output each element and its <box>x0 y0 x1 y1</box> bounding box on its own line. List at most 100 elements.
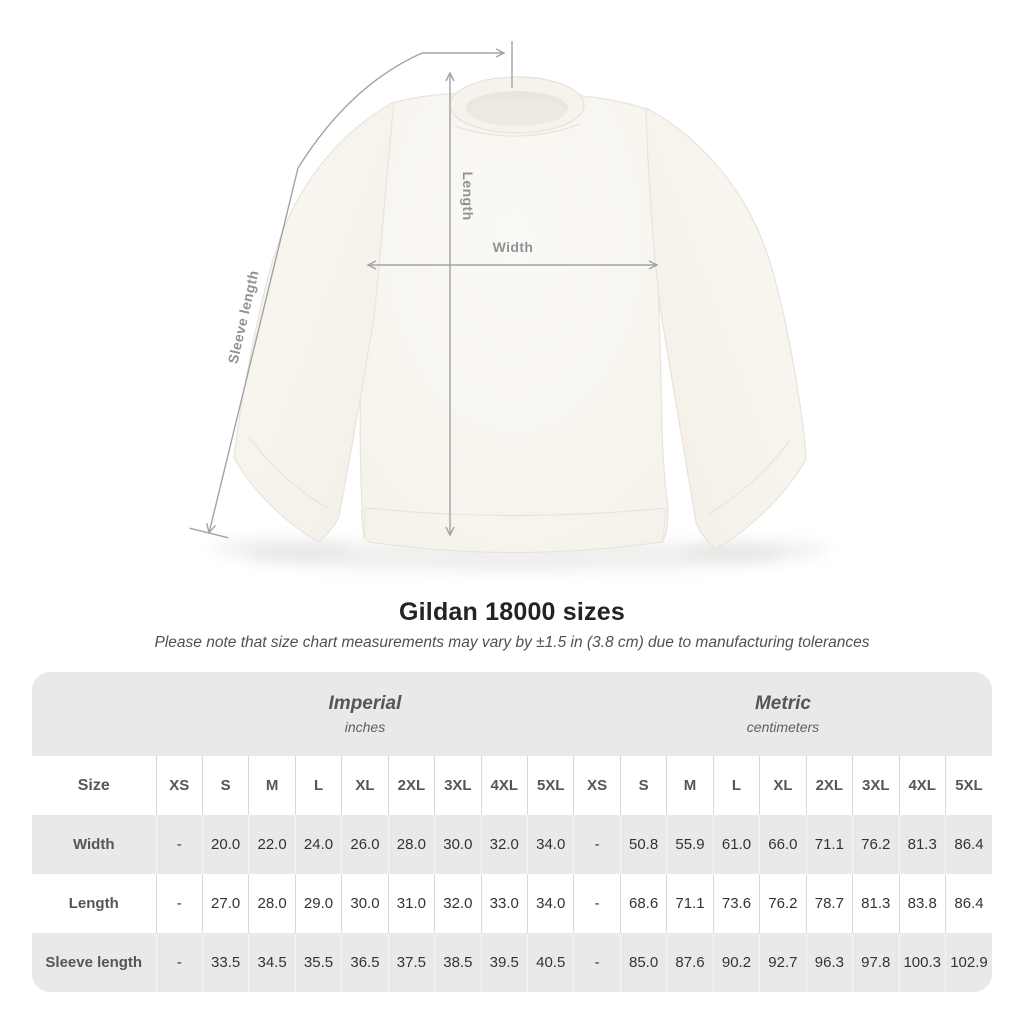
value-cell: 81.3 <box>898 815 946 874</box>
value-cell: 97.8 <box>852 933 899 992</box>
sweatshirt-illustration: Width Length Sleeve length <box>189 41 828 571</box>
value-cell: - <box>573 874 621 933</box>
value-cell: 85.0 <box>619 933 667 992</box>
corner-cell <box>32 672 156 756</box>
value-cell: 28.0 <box>248 874 296 933</box>
value-cell: - <box>155 815 203 874</box>
size-col-header: 4XL <box>898 756 946 815</box>
size-col-header: L <box>712 756 760 815</box>
value-cell: 40.5 <box>526 933 574 992</box>
collar <box>449 76 585 137</box>
size-col-header: L <box>294 756 342 815</box>
size-chart-table: Imperial inches Metric centimeters Size … <box>32 672 992 992</box>
value-cell: 68.6 <box>619 874 667 933</box>
size-col-header: 2XL <box>387 756 435 815</box>
value-cell: 37.5 <box>387 933 435 992</box>
size-col-header: 2XL <box>805 756 853 815</box>
row-label: Length <box>68 895 119 912</box>
size-col-header: S <box>201 756 249 815</box>
soft-shadow <box>212 538 828 571</box>
value-cell: 76.2 <box>759 874 807 933</box>
value-cell: 24.0 <box>294 815 342 874</box>
value-cell: 33.0 <box>480 874 528 933</box>
metric-sublabel: centimeters <box>746 719 820 735</box>
value-cell: 38.5 <box>434 933 482 992</box>
value-cell: 71.1 <box>805 815 853 874</box>
size-header-row: Size XS S M L XL 2XL 3XL 4XL 5XL XS S M … <box>32 756 992 815</box>
value-cell: - <box>155 874 203 933</box>
value-cell: 73.6 <box>712 874 760 933</box>
value-cell: 32.0 <box>480 815 528 874</box>
metric-header: Metric centimeters <box>574 672 992 756</box>
size-col-header: 5XL <box>526 756 574 815</box>
size-col-header: 4XL <box>480 756 528 815</box>
sweatshirt-body <box>359 91 669 554</box>
value-cell: 35.5 <box>294 933 342 992</box>
imperial-sublabel: inches <box>344 719 386 735</box>
value-cell: 100.3 <box>898 933 946 992</box>
value-cell: 81.3 <box>852 874 899 933</box>
value-cell: 29.0 <box>294 874 342 933</box>
size-col-header: S <box>619 756 667 815</box>
value-cell: - <box>155 933 203 992</box>
waistband-right-edge <box>662 506 667 541</box>
size-col-header: XL <box>759 756 807 815</box>
sweatshirt-left-sleeve <box>233 100 395 543</box>
value-cell: 22.0 <box>248 815 296 874</box>
value-cell: 50.8 <box>619 815 667 874</box>
row-label: Width <box>72 836 115 853</box>
value-cell: 27.0 <box>201 874 249 933</box>
value-cell: 34.0 <box>526 874 574 933</box>
value-cell: 86.4 <box>944 815 992 874</box>
value-cell: 34.5 <box>248 933 296 992</box>
value-cell: 90.2 <box>712 933 760 992</box>
measurement-overlay <box>189 41 659 539</box>
unit-header-row: Imperial inches Metric centimeters <box>32 672 992 756</box>
sleeve-length-arrow <box>189 41 513 539</box>
length-label: Length <box>460 171 476 220</box>
value-cell: 96.3 <box>805 933 853 992</box>
table-row-width: Width - 20.0 22.0 24.0 26.0 28.0 30.0 32… <box>32 815 992 874</box>
right-cuff-seam <box>707 439 791 515</box>
size-col-header: 3XL <box>434 756 482 815</box>
width-arrow <box>366 260 659 270</box>
value-cell: 66.0 <box>759 815 807 874</box>
size-col-header: XL <box>341 756 389 815</box>
row-label: Sleeve length <box>45 954 143 971</box>
size-col-header: 3XL <box>852 756 899 815</box>
value-cell: 36.5 <box>341 933 389 992</box>
value-cell: 87.6 <box>666 933 714 992</box>
page-title: Gildan 18000 sizes <box>399 598 625 626</box>
size-col-header: M <box>248 756 296 815</box>
value-cell: 83.8 <box>898 874 946 933</box>
product-measurement-diagram: Width Length Sleeve length <box>189 41 828 571</box>
value-cell: 92.7 <box>759 933 807 992</box>
imperial-label: Imperial <box>328 693 402 714</box>
value-cell: 20.0 <box>201 815 249 874</box>
title-block: Gildan 18000 sizes Please note that size… <box>0 598 1024 652</box>
value-cell: 86.4 <box>944 874 992 933</box>
tolerance-note: Please note that size chart measurements… <box>154 634 870 651</box>
width-label: Width <box>493 239 534 255</box>
table-row-length: Length - 27.0 28.0 29.0 30.0 31.0 32.0 3… <box>32 874 992 933</box>
value-cell: - <box>573 933 621 992</box>
value-cell: 33.5 <box>201 933 249 992</box>
value-cell: 34.0 <box>526 815 574 874</box>
metric-label: Metric <box>754 693 811 714</box>
size-col-header: M <box>666 756 714 815</box>
waistband-seam <box>365 507 667 517</box>
value-cell: 28.0 <box>387 815 435 874</box>
value-cell: 30.0 <box>341 874 389 933</box>
length-arrow <box>445 71 455 537</box>
value-cell: 76.2 <box>852 815 899 874</box>
value-cell: 30.0 <box>434 815 482 874</box>
value-cell: 39.5 <box>480 933 528 992</box>
table-row-sleeve-length: Sleeve length - 33.5 34.5 35.5 36.5 37.5… <box>32 933 992 992</box>
size-col-header: XS <box>155 756 203 815</box>
imperial-header: Imperial inches <box>156 672 574 756</box>
size-col-header: 5XL <box>944 756 992 815</box>
value-cell: 78.7 <box>805 874 853 933</box>
value-cell: 55.9 <box>666 815 714 874</box>
value-cell: 31.0 <box>387 874 435 933</box>
